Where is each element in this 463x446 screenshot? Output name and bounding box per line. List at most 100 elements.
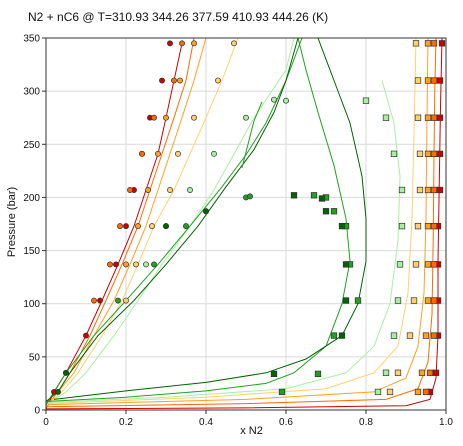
liquid-point-3 [133, 261, 139, 268]
liquid-point-4 [187, 187, 193, 193]
vapor-point-3 [406, 332, 414, 339]
vapor-point-4 [394, 297, 402, 304]
vapor-point-4 [382, 114, 390, 121]
liquid-point-2 [123, 261, 129, 268]
liquid-point-0 [97, 297, 103, 304]
vapor-point-2 [424, 114, 432, 121]
vapor-point-0 [432, 369, 440, 376]
liquid-point-1 [117, 223, 123, 230]
y-tick-label: 150 [23, 246, 40, 257]
data-points [51, 40, 446, 396]
vapor-point-4 [390, 332, 398, 339]
plot-area [46, 38, 446, 410]
vapor-point-2 [424, 186, 432, 194]
vapor-point-4 [362, 97, 370, 104]
y-tick-label: 50 [29, 352, 41, 363]
y-tick-label: 200 [23, 193, 40, 204]
axes: 0 0.2 0.4 0.6 0.8 1.0 0 50 100 150 200 250 300 350 [23, 34, 453, 429]
y-tick-label: 350 [23, 34, 40, 45]
dew-curve-6 [53, 37, 367, 400]
dew-curve-5 [45, 37, 351, 402]
vapor-point-3 [412, 40, 420, 47]
x-tick-label: 0.6 [279, 417, 293, 428]
x-tick-label: 0.2 [119, 417, 133, 428]
liquid-point-2 [135, 223, 141, 230]
y-tick-label: 250 [23, 140, 40, 151]
liquid-point-4 [271, 96, 277, 103]
vapor-point-6 [318, 195, 326, 202]
vapor-point-1 [430, 261, 438, 268]
vapor-point-2 [424, 222, 432, 230]
vapor-point-5 [314, 370, 322, 378]
liquid-point-1 [151, 114, 157, 121]
grid [46, 38, 446, 410]
vapor-point-0 [436, 150, 444, 158]
bubble-curve-5 [45, 37, 303, 405]
dew-curve-0 [45, 37, 443, 410]
liquid-point-3 [231, 40, 237, 47]
vapor-point-3 [394, 369, 402, 376]
vapor-point-1 [430, 40, 438, 47]
liquid-point-6 [163, 223, 169, 230]
vapor-point-1 [430, 186, 438, 194]
liquid-point-3 [175, 150, 181, 157]
vapor-point-1 [422, 388, 430, 396]
x-tick-label: 0.8 [359, 417, 373, 428]
bubble-curve-3 [45, 37, 239, 407]
vapor-point-1 [430, 77, 438, 84]
vapor-point-3 [416, 150, 424, 158]
vapor-point-1 [430, 114, 438, 121]
vapor-point-4 [390, 150, 398, 158]
vapor-point-5 [330, 208, 338, 215]
liquid-point-0 [123, 223, 129, 230]
liquid-point-1 [91, 297, 97, 304]
vapor-point-5 [278, 388, 286, 396]
vapor-point-3 [414, 114, 422, 121]
liquid-point-1 [127, 187, 133, 193]
vapor-point-2 [424, 77, 432, 84]
liquid-point-4 [283, 97, 289, 104]
vapor-point-2 [424, 40, 432, 47]
x-axis-label-wrap: x N2 [0, 425, 463, 437]
vapor-point-0 [436, 77, 444, 84]
liquid-point-2 [155, 150, 161, 157]
vapor-point-4 [398, 186, 406, 194]
vapor-point-2 [414, 388, 422, 396]
liquid-point-1 [171, 77, 177, 84]
dew-curve-1 [45, 37, 437, 408]
vapor-point-2 [418, 369, 426, 376]
liquid-point-0 [167, 40, 173, 47]
vapor-point-6 [290, 192, 298, 199]
vapor-point-1 [430, 297, 438, 304]
liquid-point-0 [159, 77, 165, 84]
vapor-point-3 [416, 186, 424, 194]
crossover-line [241, 101, 263, 168]
vapor-point-6 [342, 261, 350, 268]
liquid-point-6 [63, 369, 69, 376]
liquid-point-3 [167, 187, 173, 193]
y-tick-label: 100 [23, 299, 40, 310]
liquid-point-6 [203, 208, 209, 215]
vapor-point-3 [412, 261, 420, 268]
vapor-point-2 [424, 150, 432, 158]
vapor-point-0 [436, 186, 444, 194]
vapor-point-3 [386, 388, 394, 396]
vapor-point-4 [374, 388, 382, 396]
vapor-point-3 [410, 297, 418, 304]
vapor-point-5 [354, 297, 362, 304]
liquid-point-2 [177, 77, 183, 84]
vapor-point-4 [382, 369, 390, 376]
liquid-point-4 [143, 261, 149, 268]
liquid-point-2 [145, 187, 151, 193]
chart-title: N2 + nC6 @ T=310.93 344.26 377.59 410.93… [28, 10, 329, 24]
liquid-point-1 [107, 261, 113, 268]
y-tick-label: 0 [34, 406, 40, 417]
liquid-point-0 [113, 261, 119, 268]
liquid-point-3 [215, 77, 221, 84]
x-tick-label: 0 [43, 417, 49, 428]
vapor-point-1 [430, 332, 438, 339]
liquid-point-1 [179, 40, 185, 47]
liquid-point-1 [139, 150, 145, 157]
vapor-point-4 [396, 261, 404, 268]
